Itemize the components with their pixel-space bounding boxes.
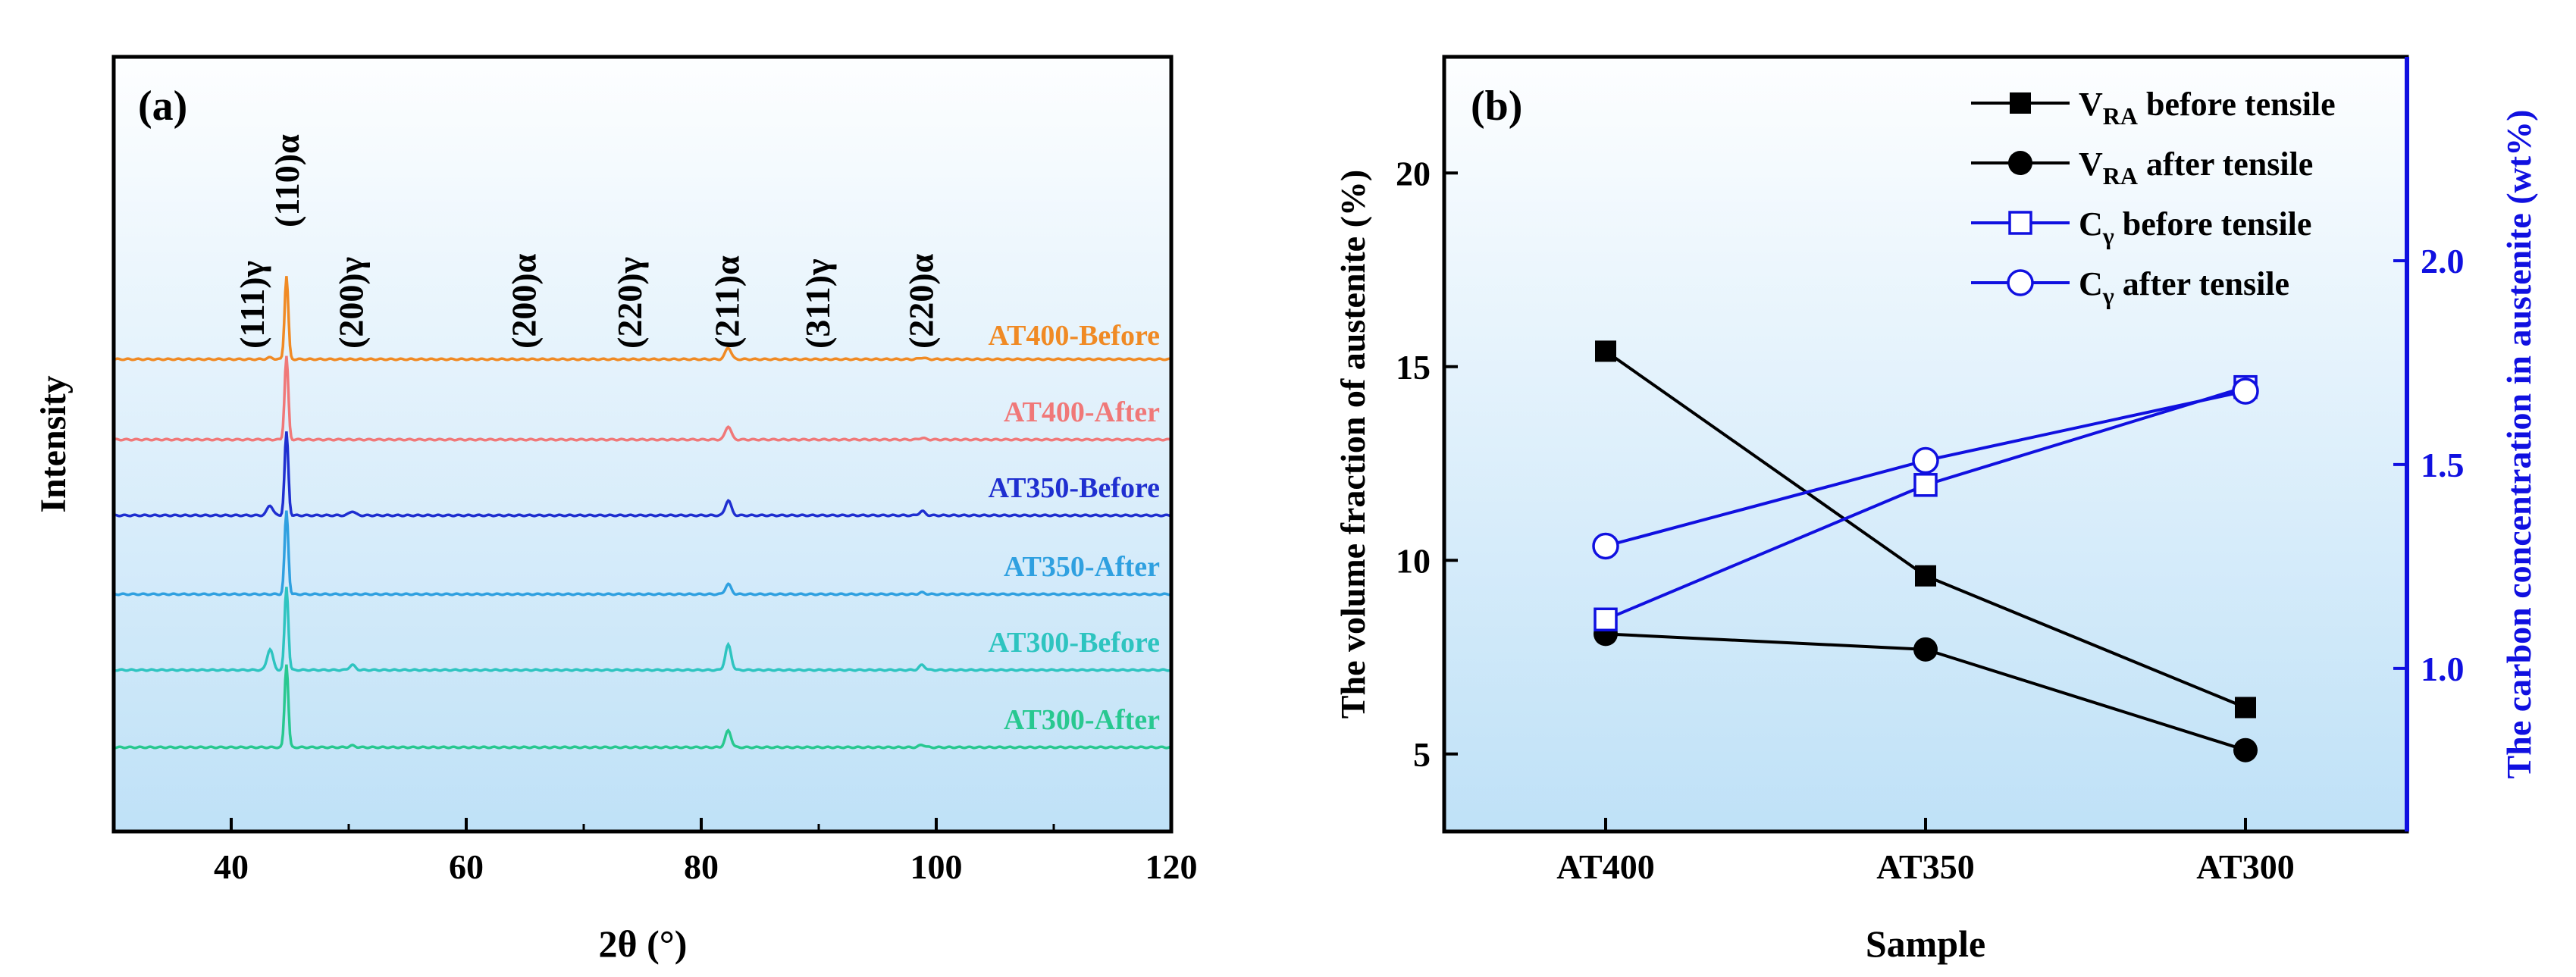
panel-a-label: (a) bbox=[138, 83, 187, 130]
peak-label: (311)γ bbox=[798, 258, 837, 349]
peak-label: (200)γ bbox=[332, 257, 371, 349]
legend-marker bbox=[2008, 211, 2032, 235]
legend-sub: RA bbox=[2103, 162, 2138, 189]
x-tick-label: 80 bbox=[684, 847, 719, 886]
legend-main: C bbox=[2079, 205, 2103, 243]
panel-b: 5 10 15 20 1.0 1.5 2.0 AT400 AT350 AT300 (b) Samp… bbox=[1333, 55, 2538, 965]
x-category-label: AT400 bbox=[1556, 847, 1655, 886]
xrd-trace bbox=[113, 431, 1172, 518]
y-right-tick-label: 1.0 bbox=[2421, 650, 2465, 688]
panel-b-right-axis-title: The carbon concentration in austenite (w… bbox=[2499, 110, 2538, 779]
legend-sub: γ bbox=[2102, 282, 2114, 309]
panel-b-label: (b) bbox=[1471, 83, 1522, 130]
legend-rest: after tensile bbox=[2138, 146, 2313, 183]
data-point bbox=[1595, 340, 1616, 362]
panel-a-x-axis-title: 2θ (°) bbox=[599, 922, 688, 965]
legend-sub: γ bbox=[2102, 222, 2114, 249]
legend-marker bbox=[2010, 92, 2031, 114]
legend-marker bbox=[2007, 269, 2034, 296]
series-label: AT400-After bbox=[1004, 396, 1160, 428]
y-tick-label: 15 bbox=[1396, 348, 1431, 387]
x-tick-label: 120 bbox=[1145, 847, 1198, 886]
x-category-label: AT300 bbox=[2196, 847, 2295, 886]
legend-sub: RA bbox=[2103, 102, 2138, 130]
legend-main: V bbox=[2079, 146, 2103, 183]
xrd-trace bbox=[113, 510, 1172, 597]
legend-main: C bbox=[2079, 265, 2103, 302]
legend-rest: after tensile bbox=[2114, 265, 2289, 302]
series-label: AT350-Before bbox=[988, 472, 1160, 504]
peak-label: (200)α bbox=[505, 253, 544, 349]
panel-a-x-ticks: 40 60 80 100 120 bbox=[112, 818, 1198, 886]
data-point bbox=[2233, 737, 2258, 762]
x-tick-label: 40 bbox=[214, 847, 249, 886]
legend-marker bbox=[2008, 151, 2032, 175]
series-label: AT350-After bbox=[1004, 551, 1160, 583]
data-point bbox=[1915, 565, 1936, 587]
peak-label: (110)α bbox=[268, 134, 306, 227]
panel-b-x-axis-title: Sample bbox=[1866, 922, 1985, 965]
legend-label: VRA before tensile bbox=[2079, 86, 2336, 130]
x-category-label: AT350 bbox=[1876, 847, 1975, 886]
data-point bbox=[1592, 532, 1619, 560]
panel-a-frame bbox=[111, 55, 1174, 834]
panel-a-plot-area bbox=[114, 57, 1171, 831]
y-tick-label: 10 bbox=[1396, 541, 1431, 580]
xrd-trace bbox=[113, 664, 1172, 750]
y-right-tick-label: 2.0 bbox=[2421, 242, 2465, 280]
peak-label: (111)γ bbox=[233, 261, 271, 349]
panel-b-y-axis-title: The volume fraction of austenite (%) bbox=[1333, 170, 1372, 719]
legend-rest: before tensile bbox=[2138, 86, 2336, 123]
y-tick-label: 5 bbox=[1413, 735, 1431, 774]
series-label: AT400-Before bbox=[988, 320, 1160, 352]
legend-label: Cγ before tensile bbox=[2079, 205, 2311, 249]
x-tick-label: 60 bbox=[449, 847, 484, 886]
xrd-trace bbox=[113, 276, 1172, 362]
data-point bbox=[2235, 697, 2256, 719]
data-point bbox=[1913, 637, 1938, 662]
xrd-traces bbox=[113, 276, 1172, 750]
xrd-trace bbox=[113, 587, 1172, 672]
series-label: AT300-After bbox=[1004, 704, 1160, 736]
peak-label: (220)γ bbox=[610, 257, 649, 349]
peak-label: (211)α bbox=[708, 255, 747, 349]
panel-a: 40 60 80 100 120 (111)γ (110)α (200)γ (200)α (22… bbox=[33, 55, 1198, 965]
series-label: AT300-Before bbox=[988, 627, 1160, 659]
data-point bbox=[2232, 377, 2259, 405]
peak-labels: (111)γ (110)α (200)γ (200)α (220)γ (211)α (311… bbox=[233, 134, 940, 349]
xrd-trace bbox=[113, 355, 1172, 442]
x-tick-label: 100 bbox=[910, 847, 963, 886]
series-labels: AT400-Before AT400-After AT350-Before AT350… bbox=[988, 320, 1160, 736]
legend-rest: before tensile bbox=[2114, 205, 2312, 243]
data-point bbox=[1913, 473, 1938, 497]
legend-label: Cγ after tensile bbox=[2079, 265, 2289, 309]
data-point bbox=[1912, 446, 1939, 474]
y-tick-label: 20 bbox=[1396, 154, 1431, 193]
panel-b-ticks: 5 10 15 20 1.0 1.5 2.0 AT400 AT350 AT300 bbox=[1396, 154, 2465, 886]
y-right-tick-label: 1.5 bbox=[2421, 446, 2465, 484]
peak-label: (220)α bbox=[901, 253, 940, 349]
data-point bbox=[1594, 607, 1618, 632]
legend-label: VRA after tensile bbox=[2079, 146, 2313, 189]
panel-b-series bbox=[1592, 340, 2259, 762]
legend-main: V bbox=[2079, 86, 2103, 123]
panel-a-y-axis-title: Intensity bbox=[33, 375, 74, 512]
